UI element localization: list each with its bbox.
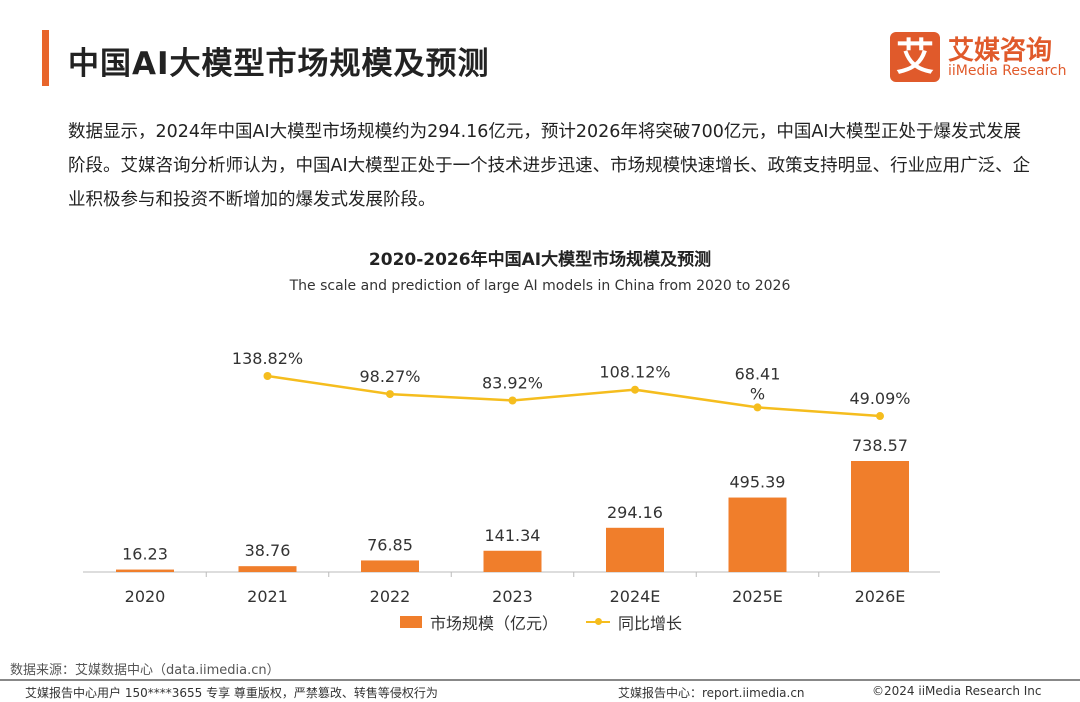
legend-bar-swatch	[400, 616, 422, 628]
logo-en-text: iiMedia Research	[948, 63, 1067, 79]
growth-value-label: 98.27%	[359, 367, 420, 386]
growth-line	[267, 374, 881, 418]
x-tick-label: 2020	[125, 587, 166, 606]
footer-site: 艾媒报告中心：report.iimedia.cn	[618, 686, 805, 700]
growth-point	[753, 403, 762, 412]
growth-point	[631, 385, 639, 394]
legend-line-swatch	[586, 618, 611, 625]
growth-point	[876, 412, 884, 421]
footer-divider	[0, 679, 1080, 681]
bar-2023	[483, 550, 542, 572]
page-title: 中国AI大模型市场规模及预测	[68, 46, 490, 82]
bar-2020	[116, 569, 174, 572]
bar-value-label: 294.16	[607, 503, 663, 522]
x-tick-label: 2025E	[732, 587, 783, 606]
chart-legend: 市场规模（亿元） 同比增长	[400, 610, 682, 634]
footer-user-notice: 艾媒报告中心用户 150****3655 专享 尊重版权，严禁篡改、转售等侵权行…	[25, 686, 438, 700]
legend-bar-label: 市场规模（亿元）	[430, 614, 559, 633]
iimedia-logo: 艾 艾媒咨询 iiMedia Research	[890, 30, 1080, 84]
growth-value-label: 138.82%	[232, 349, 303, 368]
bar-2026E	[851, 461, 909, 572]
bar-value-label: 141.34	[485, 526, 541, 545]
growth-value-label: 108.12%	[599, 363, 670, 382]
growth-point	[508, 396, 517, 405]
legend-line-label: 同比增长	[618, 614, 683, 633]
bar-value-label: 495.39	[730, 473, 786, 492]
bar-value-label: 38.76	[245, 541, 291, 560]
title-accent-bar	[42, 30, 49, 86]
summary-paragraph: 数据显示，2024年中国AI大模型市场规模约为294.16亿元，预计2026年将…	[68, 122, 1031, 210]
chart-subtitle: The scale and prediction of large AI mod…	[289, 278, 791, 294]
growth-point	[263, 372, 272, 380]
growth-point	[386, 390, 394, 399]
x-tick-label: 2024E	[610, 587, 661, 606]
logo-mark: 艾	[890, 32, 940, 82]
logo-cn-text: 艾媒咨询	[948, 36, 1053, 66]
footer-copyright: ©2024 iiMedia Research Inc	[872, 684, 1042, 698]
x-tick-label: 2022	[370, 587, 411, 606]
x-tick-label: 2023	[492, 587, 533, 606]
bar-value-label: 738.57	[852, 436, 908, 455]
bar-2025E	[728, 497, 787, 572]
bar-2022	[361, 560, 419, 572]
chart-title: 2020-2026年中国AI大模型市场规模及预测	[368, 250, 712, 270]
bar-2024E	[606, 527, 664, 572]
bar-value-label: 16.23	[122, 545, 168, 564]
x-tick-label: 2026E	[855, 587, 906, 606]
growth-value-label: 49.09%	[849, 389, 910, 408]
x-tick-label: 2021	[247, 587, 288, 606]
data-source: 数据来源：艾媒数据中心（data.iimedia.cn）	[10, 663, 280, 678]
growth-value-label: 83.92%	[482, 373, 543, 392]
growth-value-label: 68.41%	[735, 364, 781, 403]
bar-value-label: 76.85	[367, 535, 413, 554]
bar-2021	[238, 566, 297, 572]
